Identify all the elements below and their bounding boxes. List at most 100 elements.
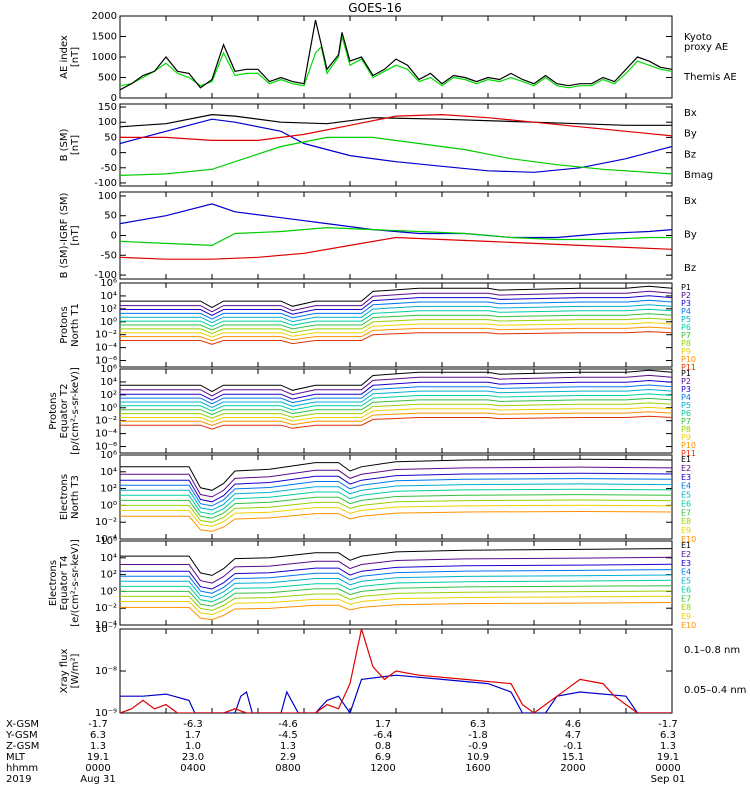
y-axis-label-bigrf: B (SM)-IGRF (SM) (59, 193, 70, 279)
channel-label-pn: P5 (681, 315, 691, 324)
channel-label-pe: P3 (681, 385, 691, 394)
series-line-xray (120, 629, 672, 713)
chart-title: GOES-16 (348, 1, 402, 15)
channel-line-ee (120, 574, 672, 599)
y-tick-label-bigrf: -50 (101, 250, 117, 261)
channel-label-en: E8 (681, 517, 691, 526)
footer-value: Sep 01 (651, 774, 686, 785)
y-tick-label-en: 10⁻⁴ (95, 534, 117, 545)
y-tick-label-pn: 10⁻⁶ (95, 356, 117, 367)
footer-value: 0400 (180, 763, 205, 774)
footer-value: 10.9 (467, 752, 489, 763)
channel-label-pe: P9 (681, 433, 691, 442)
y-tick-label-ee: 10⁻² (95, 603, 117, 614)
channel-line-ee (120, 556, 672, 584)
series-line-bsm (120, 136, 672, 176)
channel-label-pn: P9 (681, 347, 691, 356)
y-tick-label-pn: 10⁰ (100, 317, 117, 328)
channel-label-pe: P2 (681, 377, 691, 386)
y-axis-label-ee: Equator T4 (59, 556, 70, 611)
y-tick-label-pe: 10⁻⁴ (95, 429, 117, 440)
channel-label-ee: E9 (681, 612, 691, 621)
channel-label-en: E9 (681, 526, 691, 535)
legend-entry-bsm: Bx (684, 108, 697, 119)
channel-label-ee: E1 (681, 541, 691, 550)
channel-line-pn (120, 295, 672, 316)
footer-value: 4.6 (565, 719, 581, 730)
footer-value: 6.3 (90, 730, 106, 741)
y-tick-label-bigrf: -100 (94, 270, 117, 281)
legend-entry-bigrf: Bx (684, 196, 697, 207)
y-axis-label-ee: Electrons (48, 560, 59, 606)
channel-label-pn: P10 (681, 355, 696, 364)
y-tick-label-bsm: 0 (111, 148, 117, 159)
channel-line-pn (120, 313, 672, 331)
channel-line-pe (120, 402, 672, 419)
y-axis-label-pe: [p/(cm²-s-sr-keV)] (70, 367, 81, 455)
channel-label-pn: P4 (681, 307, 691, 316)
channel-label-en: E3 (681, 473, 691, 482)
y-tick-label-pn: 10⁻² (95, 330, 117, 341)
channel-line-pn (120, 317, 672, 335)
footer-value: 0.8 (375, 741, 391, 752)
y-tick-label-bsm: -100 (94, 178, 117, 189)
channel-line-pn (120, 290, 672, 313)
legend-entry-ae: Kyoto (684, 32, 712, 43)
panel-frame-bigrf (119, 191, 673, 280)
footer-value: 19.1 (657, 752, 679, 763)
y-axis-label-bsm: B (SM) (59, 128, 70, 161)
channel-line-en (120, 483, 672, 511)
footer-value: -1.7 (658, 719, 678, 730)
footer-value: 1.7 (375, 719, 391, 730)
y-tick-label-en: 10⁰ (100, 500, 117, 511)
series-line-bigrf (120, 203, 672, 239)
channel-label-pe: P1 (681, 369, 691, 378)
channel-label-en: E7 (681, 508, 691, 517)
legend-entry-xray: 0.05–0.4 nm (684, 685, 746, 696)
channel-line-ee (120, 579, 672, 603)
y-tick-label-ee: 10⁶ (100, 536, 117, 547)
channel-label-pe: P11 (681, 449, 696, 458)
y-tick-label-ee: 10⁴ (100, 553, 117, 564)
y-tick-label-bsm: -50 (101, 163, 117, 174)
y-tick-label-pe: 10⁶ (100, 364, 117, 375)
y-axis-label-ee: [e/(cm²-s-sr-keV)] (70, 539, 81, 627)
channel-line-en (120, 499, 672, 523)
channel-line-ee (120, 590, 672, 611)
y-tick-label-pn: 10² (100, 304, 117, 315)
channel-line-en (120, 504, 672, 527)
footer-label: 2019 (6, 774, 31, 785)
footer-label: MLT (6, 752, 26, 763)
y-axis-label-pe: Equator T2 (59, 384, 70, 439)
series-line-bsm (120, 118, 672, 173)
channel-line-pe (120, 397, 672, 416)
channel-label-en: E5 (681, 491, 691, 500)
y-tick-label-pn: 10⁶ (100, 278, 117, 289)
y-tick-label-bsm: 100 (98, 117, 117, 128)
series-line-bsm (120, 113, 672, 141)
y-tick-label-en: 10⁴ (100, 467, 117, 478)
legend-entry-ae: proxy AE (684, 42, 728, 53)
footer-value: 0000 (85, 763, 110, 774)
channel-line-pe (120, 374, 672, 397)
channel-label-pn: P6 (681, 323, 691, 332)
footer-value: 2000 (560, 763, 585, 774)
y-tick-label-en: 10⁶ (100, 450, 117, 461)
footer-value: 1.3 (90, 741, 106, 752)
legend-entry-xray: 0.1–0.8 nm (684, 645, 740, 656)
legend-entry-bsm: By (684, 129, 697, 140)
channel-label-en: E1 (681, 455, 691, 464)
footer-value: -0.9 (468, 741, 488, 752)
y-tick-label-ae: 500 (98, 73, 117, 84)
channel-label-ee: E2 (681, 550, 691, 559)
footer-value: 1600 (465, 763, 490, 774)
channel-line-pn (120, 322, 672, 338)
channel-label-ee: E3 (681, 559, 691, 568)
y-tick-label-pe: 10⁻² (95, 416, 117, 427)
footer-value: 1.3 (280, 741, 296, 752)
series-line-bsm (120, 113, 672, 128)
footer-value: 23.0 (182, 752, 204, 763)
channel-line-en (120, 494, 672, 519)
channel-line-pe (120, 384, 672, 405)
